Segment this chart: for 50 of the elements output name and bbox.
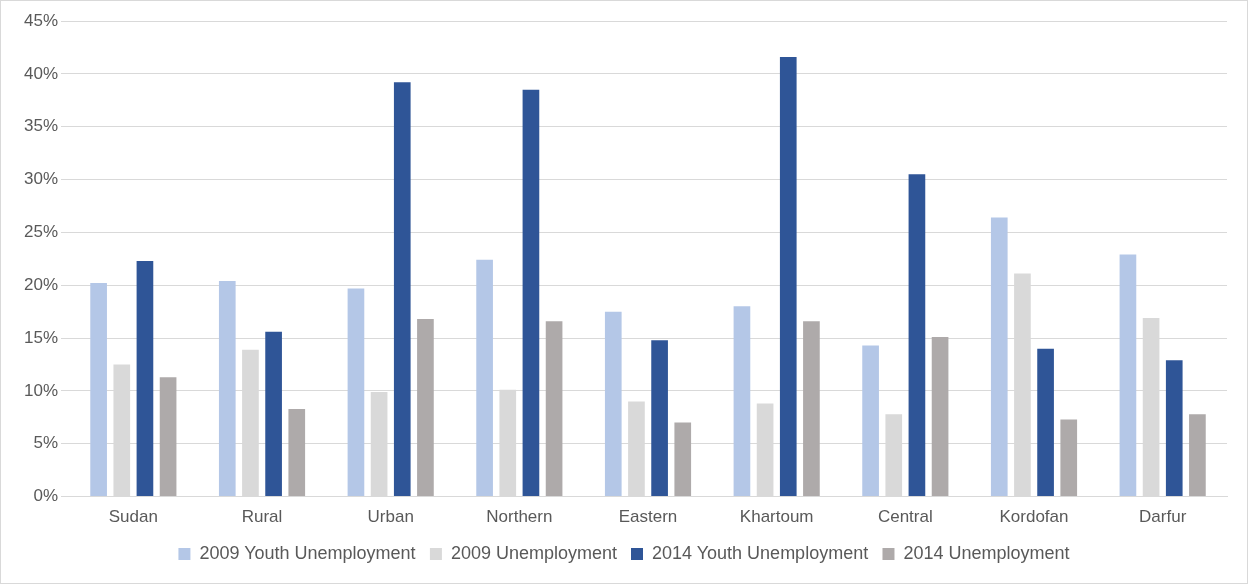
y-tick-label: 15% bbox=[23, 327, 59, 347]
x-tick-label: Northern bbox=[486, 507, 553, 527]
bar bbox=[733, 306, 751, 497]
bar bbox=[159, 377, 177, 497]
bar bbox=[803, 321, 820, 497]
bar bbox=[1165, 360, 1183, 497]
bar bbox=[862, 345, 879, 497]
bar bbox=[1189, 414, 1206, 497]
bar bbox=[218, 281, 236, 497]
bar bbox=[476, 259, 493, 497]
y-tick-label: 40% bbox=[23, 63, 59, 83]
bar bbox=[651, 340, 668, 497]
bar bbox=[545, 321, 563, 497]
bar bbox=[393, 82, 411, 497]
bar bbox=[779, 56, 797, 497]
bar bbox=[990, 217, 1008, 497]
y-tick-label: 0% bbox=[33, 486, 59, 506]
legend-label: 2009 Youth Unemployment bbox=[199, 542, 416, 563]
bar bbox=[604, 311, 622, 497]
x-tick-label: Central bbox=[877, 507, 933, 527]
bar bbox=[265, 331, 282, 497]
bar bbox=[288, 408, 306, 497]
y-tick-label: 20% bbox=[23, 274, 59, 294]
legend-label: 2009 Unemployment bbox=[450, 542, 618, 563]
bar bbox=[347, 288, 365, 497]
bar bbox=[1060, 419, 1078, 497]
x-tick-label: Khartoum bbox=[739, 507, 814, 527]
x-tick-label: Urban bbox=[367, 507, 414, 527]
bar bbox=[136, 260, 154, 497]
y-tick-label: 25% bbox=[23, 222, 59, 242]
y-tick-label: 5% bbox=[33, 433, 59, 453]
bar bbox=[417, 319, 434, 497]
legend-label: 2014 Unemployment bbox=[903, 542, 1070, 563]
bar bbox=[674, 422, 692, 497]
bar bbox=[90, 283, 107, 497]
x-tick-label: Rural bbox=[241, 507, 283, 527]
x-tick-label: Eastern bbox=[618, 507, 678, 527]
y-tick-label: 10% bbox=[23, 380, 59, 400]
bar bbox=[1037, 348, 1054, 497]
bar bbox=[522, 89, 540, 497]
x-tick-label: Sudan bbox=[108, 507, 158, 527]
y-tick-label: 30% bbox=[23, 169, 59, 189]
x-tick-label: Darfur bbox=[1139, 507, 1187, 527]
bar bbox=[931, 337, 949, 497]
x-tick-label: Kordofan bbox=[999, 507, 1069, 527]
y-tick-label: 35% bbox=[23, 116, 59, 136]
legend-label: 2014 Youth Unemployment bbox=[652, 542, 869, 563]
bar bbox=[1119, 254, 1137, 497]
bar bbox=[908, 174, 926, 497]
y-tick-label: 45% bbox=[23, 10, 59, 30]
